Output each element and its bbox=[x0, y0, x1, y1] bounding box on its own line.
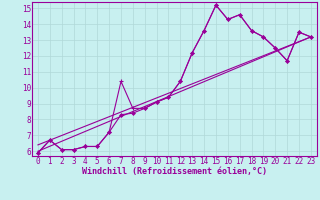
X-axis label: Windchill (Refroidissement éolien,°C): Windchill (Refroidissement éolien,°C) bbox=[82, 167, 267, 176]
